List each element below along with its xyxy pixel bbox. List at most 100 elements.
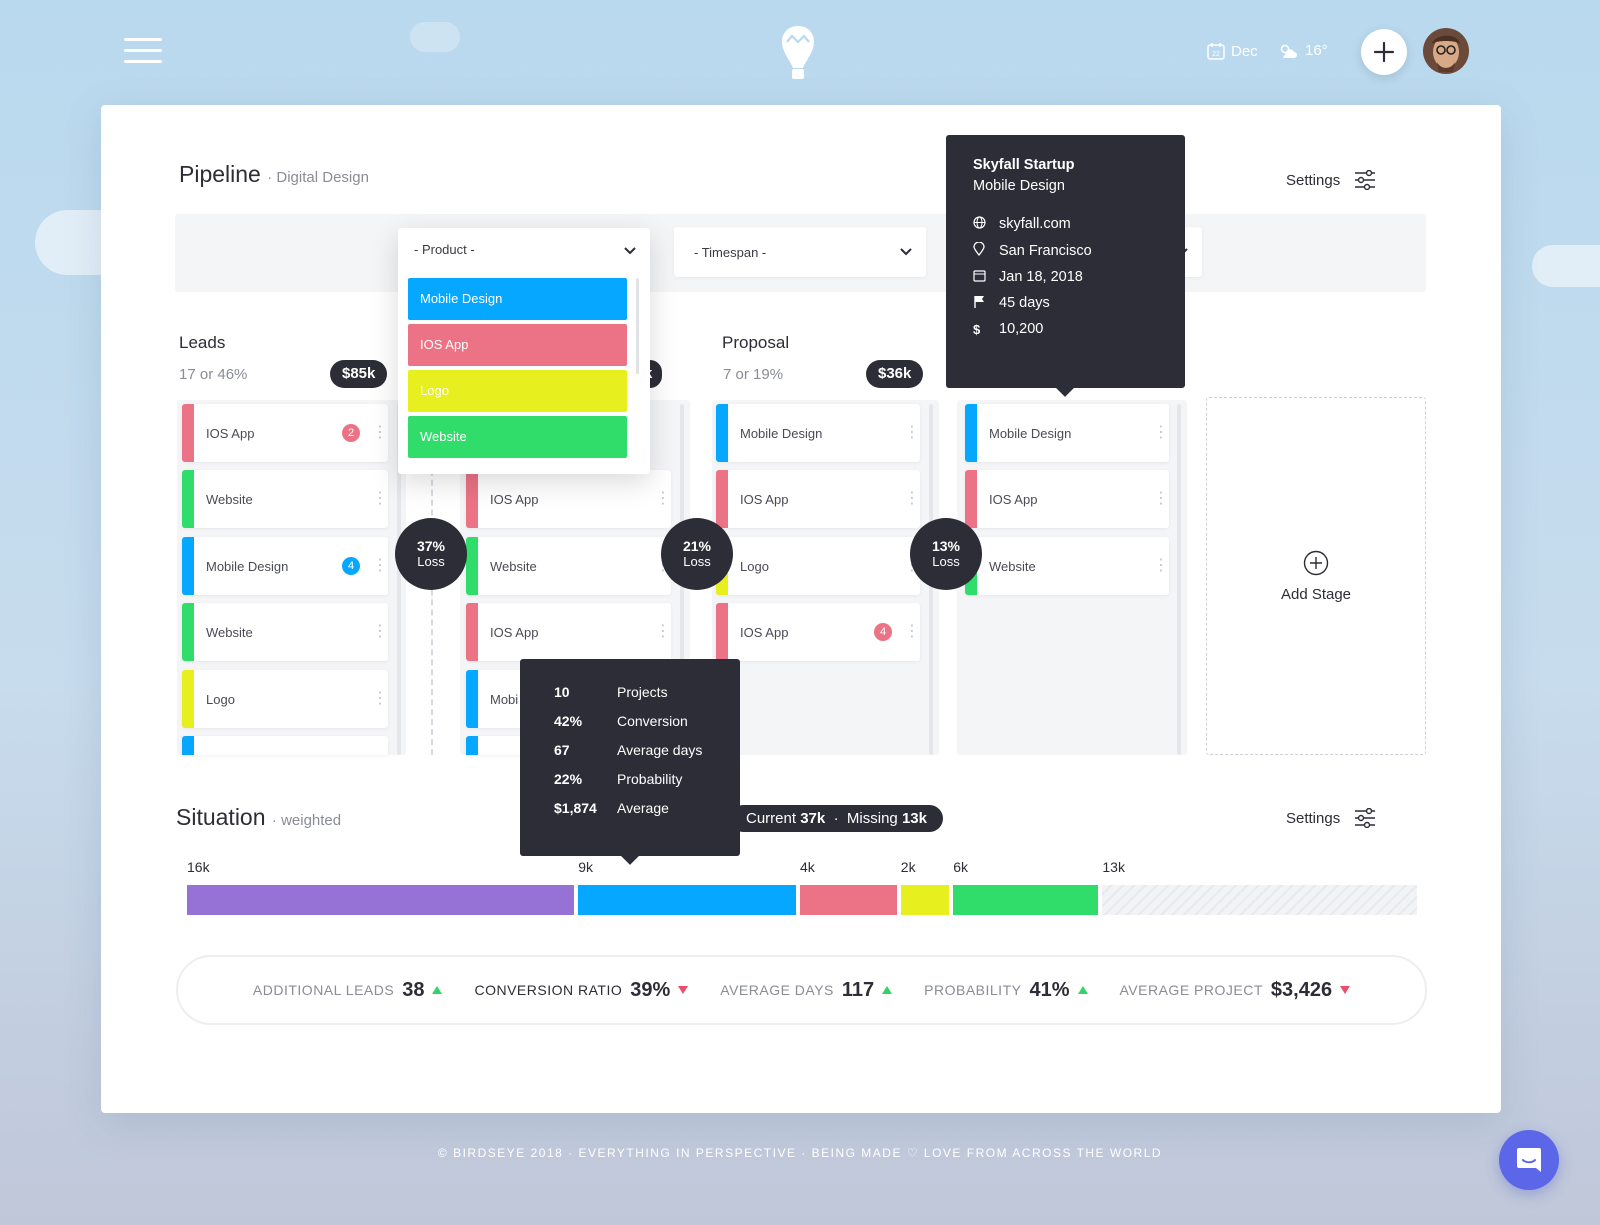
scrollbar[interactable] (1177, 404, 1181, 755)
pin-icon (973, 241, 999, 259)
dropdown-option[interactable]: IOS App (408, 324, 627, 366)
tooltip-stat-label: Average days (617, 741, 703, 758)
more-icon[interactable]: ⋮ (655, 490, 671, 507)
dropdown-option[interactable]: Mobile Design (408, 278, 627, 320)
stat-conversion-ratio: CONVERSION RATIO 39% (474, 979, 689, 1002)
pipeline-card[interactable]: IOS App ⋮ (466, 470, 671, 528)
trend-down-icon (678, 986, 689, 994)
dropdown-scrollbar[interactable] (636, 278, 639, 374)
calendar-icon: 22 (1207, 43, 1225, 60)
more-icon[interactable]: ⋮ (655, 623, 671, 640)
pipeline-card[interactable]: Mobile Design ⋮ (965, 404, 1169, 462)
card-label: IOS App (740, 491, 789, 507)
situation-settings-button[interactable]: Settings (1286, 808, 1376, 828)
situation-segment[interactable] (187, 885, 575, 915)
more-icon[interactable]: ⋮ (904, 558, 920, 574)
situation-segment[interactable] (953, 885, 1099, 915)
stage-summary-proposal: 7 or 19% (723, 366, 784, 383)
segment-label: 2k (900, 859, 916, 875)
pipeline-card[interactable]: Logo ⋮ (182, 670, 388, 728)
tooltip-stat-label: Conversion (617, 712, 688, 729)
dropdown-option[interactable]: Logo (408, 370, 627, 412)
add-stage-button[interactable]: Add Stage (1206, 397, 1426, 755)
more-icon[interactable]: ⋮ (1153, 490, 1169, 507)
pipeline-card[interactable]: Logo ⋮ (716, 537, 920, 595)
pipeline-card[interactable]: Website ⋮ (182, 603, 388, 661)
pipeline-card[interactable]: Mobile Design 4 ⋮ (182, 537, 388, 595)
chat-button[interactable] (1499, 1130, 1559, 1190)
pipeline-card[interactable]: Website ⋮ (466, 537, 671, 595)
more-icon[interactable]: ⋮ (372, 623, 388, 640)
more-icon[interactable]: ⋮ (904, 623, 920, 640)
card-label: Website (206, 624, 253, 640)
add-button[interactable] (1361, 29, 1407, 75)
avatar[interactable] (1423, 28, 1469, 74)
tooltip-website[interactable]: skyfall.com (999, 216, 1071, 232)
card-label: IOS App (490, 624, 539, 640)
count-badge: 4 (874, 623, 892, 641)
sliders-icon (1355, 808, 1376, 828)
stage-value-leads: $85k (330, 360, 388, 388)
trend-up-icon (1077, 986, 1088, 994)
card-label: IOS App (740, 624, 789, 640)
scrollbar[interactable] (397, 404, 401, 755)
pipeline-card[interactable]: IOS App ⋮ (466, 603, 671, 661)
more-icon[interactable]: ⋮ (1153, 424, 1169, 441)
pipeline-settings-button[interactable]: Settings (1286, 170, 1376, 190)
pipeline-card[interactable]: IOS App ⋮ (716, 470, 920, 528)
pipeline-card[interactable]: Mobile Design ⋮ (716, 404, 920, 462)
more-icon[interactable]: ⋮ (1153, 557, 1169, 574)
situation-segment-missing[interactable] (1102, 885, 1417, 915)
situation-segment[interactable] (800, 885, 897, 915)
pipeline-card[interactable]: IOS App 4 ⋮ (716, 603, 920, 661)
timespan-select[interactable]: - Timespan - (674, 227, 926, 277)
tooltip-subtitle: Mobile Design (973, 178, 1065, 194)
more-icon[interactable]: ⋮ (372, 424, 388, 441)
segment-label: 4k (800, 859, 815, 875)
plus-icon (1373, 41, 1395, 63)
more-icon[interactable]: ⋮ (372, 490, 388, 507)
pipeline-card[interactable]: Website ⋮ (965, 537, 1169, 595)
menu-icon[interactable] (124, 38, 162, 64)
trend-down-icon (1340, 986, 1351, 994)
settings-label: Settings (1286, 171, 1341, 189)
tooltip-title: Skyfall Startup (973, 157, 1075, 173)
weather-icon (1280, 44, 1297, 58)
segment-label: 16k (187, 859, 210, 875)
product-placeholder: - Product - (414, 242, 475, 257)
calendar-icon (973, 269, 999, 285)
segment-label: 6k (953, 859, 968, 875)
page-title: Pipeline · Digital Design (179, 161, 369, 187)
balloon-icon[interactable] (780, 24, 816, 85)
segment-label: 13k (1102, 859, 1125, 875)
settings-label: Settings (1286, 809, 1341, 827)
dropdown-option[interactable]: Website (408, 416, 627, 458)
svg-text:22: 22 (1212, 51, 1220, 58)
temperature-text: 16° (1305, 42, 1328, 59)
count-badge: 4 (342, 557, 360, 575)
situation-segment[interactable] (900, 885, 950, 915)
situation-segment[interactable] (578, 885, 796, 915)
tooltip-location: San Francisco (999, 242, 1092, 259)
loss-indicator: 21% Loss (661, 518, 733, 590)
more-icon[interactable]: ⋮ (372, 690, 388, 707)
pipeline-card[interactable]: Website ⋮ (182, 470, 388, 528)
more-icon[interactable]: ⋮ (655, 558, 671, 574)
card-label: Mobile Design (989, 425, 1072, 441)
more-icon[interactable]: ⋮ (904, 490, 920, 507)
more-icon[interactable]: ⋮ (372, 557, 388, 574)
pipeline-card[interactable]: IOS App ⋮ (965, 470, 1169, 528)
current-missing-pill: Current 37k · Missing 13k (730, 805, 943, 832)
globe-icon (973, 216, 999, 232)
situation-title: Situation · weighted (176, 804, 342, 830)
card-label: Logo (740, 558, 769, 574)
pipeline-card-partial[interactable] (182, 736, 388, 755)
pipeline-card[interactable]: IOS App 2 ⋮ (182, 404, 388, 462)
add-stage-label: Add Stage (1280, 585, 1352, 603)
chevron-down-icon[interactable] (624, 247, 636, 255)
stat-average-days: AVERAGE DAYS 117 (720, 979, 893, 1002)
tooltip-stat-value: 22% (554, 770, 583, 787)
product-dropdown[interactable]: - Product - Mobile Design IOS App Logo W… (398, 228, 650, 474)
more-icon[interactable]: ⋮ (904, 424, 920, 441)
tooltip-stat-value: 42% (554, 712, 583, 729)
